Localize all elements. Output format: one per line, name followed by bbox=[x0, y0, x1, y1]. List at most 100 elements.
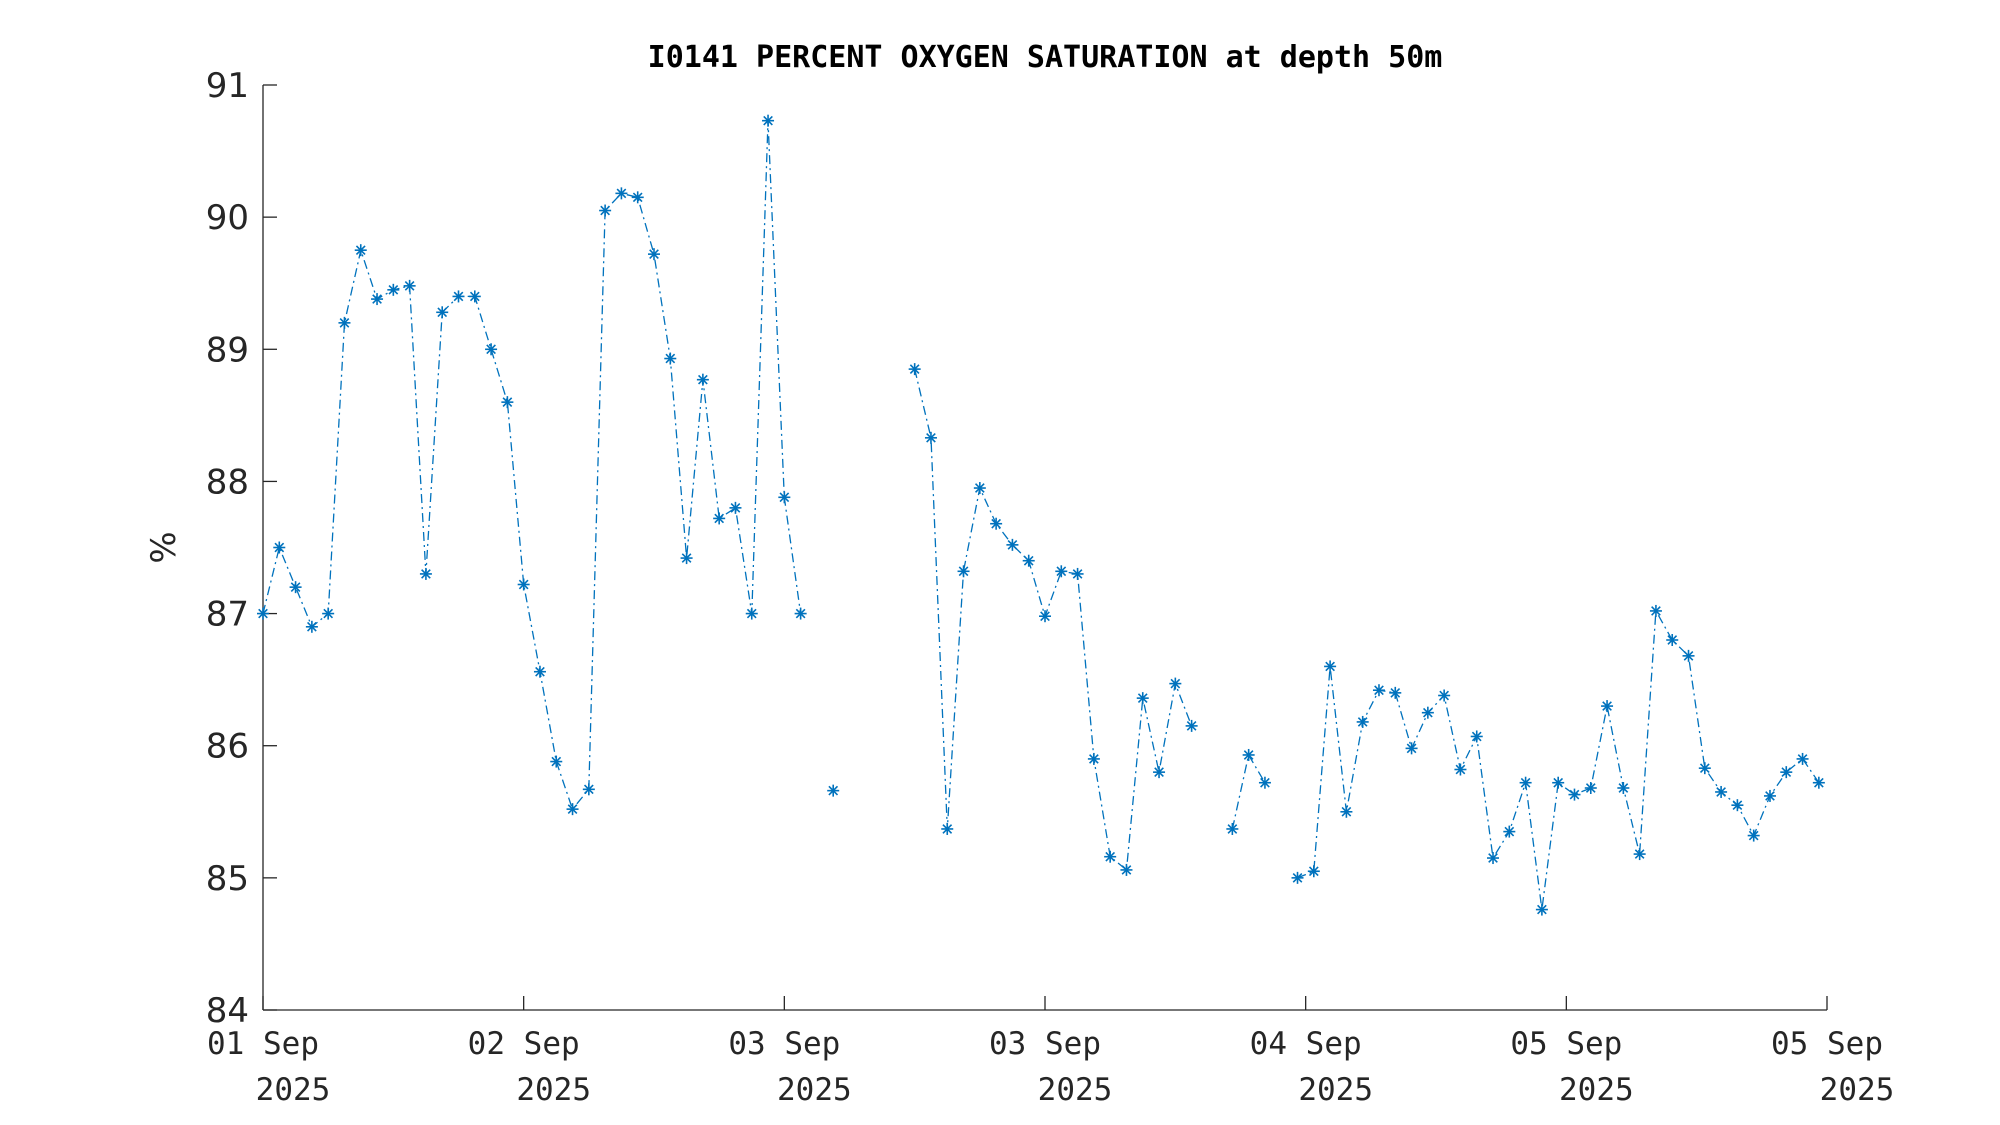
data-point bbox=[322, 607, 335, 620]
data-point bbox=[762, 114, 775, 127]
data-point bbox=[1291, 871, 1304, 884]
x-axis-ticks: 01 Sep 2025 02 Sep 2025 03 Sep 2025 03 Sep 2025… bbox=[207, 996, 1894, 1108]
y-axis-label: % bbox=[144, 531, 184, 563]
data-point bbox=[273, 541, 286, 554]
series-oxygen-saturation bbox=[257, 114, 1825, 916]
data-point bbox=[1356, 715, 1369, 728]
data-point bbox=[599, 204, 612, 217]
data-point bbox=[1535, 903, 1548, 916]
series-line bbox=[914, 368, 1193, 872]
data-point bbox=[1715, 785, 1728, 798]
data-point bbox=[501, 396, 514, 409]
data-point bbox=[778, 491, 791, 504]
data-point bbox=[485, 343, 498, 356]
data-point bbox=[990, 517, 1003, 530]
data-point bbox=[1601, 700, 1614, 713]
data-point bbox=[1120, 863, 1133, 876]
data-point bbox=[794, 607, 807, 620]
data-point bbox=[582, 783, 595, 796]
data-point bbox=[338, 316, 351, 329]
data-point bbox=[257, 607, 269, 620]
data-point bbox=[1006, 538, 1019, 551]
data-point bbox=[354, 244, 367, 257]
data-point bbox=[1503, 825, 1516, 838]
data-point bbox=[371, 293, 384, 306]
data-point bbox=[1649, 604, 1662, 617]
x-tick-label-day: 01 Sep bbox=[207, 1026, 319, 1062]
data-point bbox=[387, 283, 400, 296]
data-point bbox=[615, 187, 628, 200]
series-line bbox=[1231, 753, 1266, 830]
data-point bbox=[1487, 852, 1500, 865]
x-tick-label-year: 2025 bbox=[1038, 1072, 1113, 1108]
data-point bbox=[631, 191, 644, 204]
data-point bbox=[550, 755, 563, 768]
data-point bbox=[827, 784, 840, 797]
series-line bbox=[1297, 608, 1820, 910]
data-point bbox=[1421, 706, 1434, 719]
data-point bbox=[1519, 776, 1532, 789]
data-point bbox=[729, 501, 742, 514]
data-point bbox=[1552, 776, 1565, 789]
data-point bbox=[957, 565, 970, 578]
data-point bbox=[1039, 610, 1051, 623]
data-point bbox=[1258, 776, 1271, 789]
data-point bbox=[1104, 850, 1117, 863]
data-point bbox=[973, 482, 986, 495]
data-point bbox=[1340, 805, 1353, 818]
data-point bbox=[1389, 686, 1402, 699]
x-tick-label-year: 2025 bbox=[777, 1072, 852, 1108]
data-point bbox=[1438, 689, 1451, 702]
data-point bbox=[1763, 789, 1776, 802]
data-point bbox=[468, 290, 481, 303]
data-point bbox=[1136, 692, 1149, 705]
data-point bbox=[648, 248, 660, 261]
data-point bbox=[1324, 660, 1337, 673]
data-point bbox=[1071, 567, 1084, 580]
data-point bbox=[566, 803, 579, 816]
data-point bbox=[1226, 822, 1239, 835]
x-tick-label-day: 05 Sep bbox=[1510, 1026, 1622, 1062]
y-tick-label: 90 bbox=[206, 198, 249, 238]
data-point bbox=[289, 581, 302, 594]
data-point bbox=[664, 352, 677, 365]
y-tick-label: 85 bbox=[206, 859, 249, 899]
data-point bbox=[1307, 865, 1320, 878]
x-tick-label-day: 02 Sep bbox=[468, 1026, 580, 1062]
x-tick-label-day: 03 Sep bbox=[728, 1026, 840, 1062]
data-point bbox=[1055, 565, 1068, 578]
y-tick-label: 91 bbox=[206, 66, 249, 106]
data-point bbox=[1405, 742, 1418, 755]
data-point bbox=[941, 822, 954, 835]
x-tick-label-year: 2025 bbox=[1820, 1072, 1895, 1108]
data-point bbox=[452, 290, 465, 303]
data-point bbox=[1633, 848, 1646, 861]
x-tick-label-day: 05 Sep bbox=[1771, 1026, 1883, 1062]
data-point bbox=[1731, 799, 1744, 812]
y-tick-label: 89 bbox=[206, 330, 249, 370]
y-tick-label: 87 bbox=[206, 595, 249, 635]
data-point bbox=[1666, 634, 1679, 646]
data-point bbox=[1682, 649, 1695, 662]
y-tick-label: 86 bbox=[206, 727, 249, 767]
data-point bbox=[696, 373, 709, 386]
data-point bbox=[1153, 766, 1166, 779]
data-point bbox=[403, 279, 416, 292]
axes bbox=[262, 85, 1827, 1011]
data-point bbox=[1022, 554, 1035, 567]
x-tick-label-year: 2025 bbox=[1298, 1072, 1373, 1108]
y-tick-label: 84 bbox=[206, 991, 249, 1031]
data-point bbox=[436, 306, 449, 319]
data-point bbox=[1242, 748, 1255, 761]
data-point bbox=[305, 620, 318, 633]
data-point bbox=[745, 607, 758, 620]
data-point bbox=[1169, 677, 1182, 690]
data-point bbox=[1780, 766, 1793, 779]
data-point bbox=[1470, 730, 1483, 743]
data-point bbox=[1454, 763, 1467, 776]
series-line bbox=[262, 120, 802, 811]
data-point bbox=[533, 665, 546, 678]
data-point bbox=[1372, 684, 1385, 697]
data-point bbox=[1087, 752, 1100, 765]
